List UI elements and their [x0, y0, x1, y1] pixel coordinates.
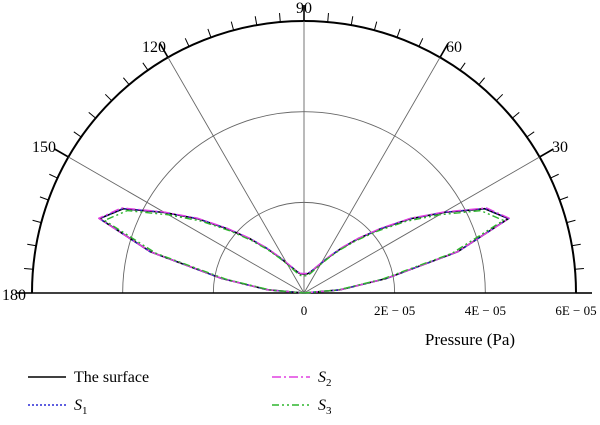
angle-tick — [559, 196, 569, 201]
angle-tick — [539, 148, 554, 158]
radial-gridline — [303, 156, 540, 294]
angle-tick — [459, 62, 466, 71]
angle-tick — [566, 219, 576, 224]
legend-label: S1 — [74, 397, 88, 417]
r-tick-label: 2E − 05 — [374, 303, 415, 318]
angle-tick — [230, 21, 235, 31]
angle-label: 150 — [32, 139, 56, 156]
angle-tick — [396, 28, 401, 38]
angle-label: 90 — [296, 0, 312, 17]
angle-tick — [39, 196, 49, 201]
angle-tick — [350, 16, 354, 26]
angle-tick — [512, 111, 520, 119]
r-tick-label: 0 — [301, 303, 308, 318]
angle-tick — [27, 243, 37, 247]
angle-tick — [122, 77, 130, 85]
r-tick-label: 6E − 05 — [555, 303, 596, 318]
angle-tick — [24, 268, 34, 270]
angle-tick — [49, 173, 58, 179]
radial-gridline — [303, 57, 441, 294]
angle-tick — [373, 21, 378, 31]
angle-tick — [142, 62, 149, 71]
polar-grid — [31, 20, 577, 294]
angle-tick — [418, 38, 424, 47]
series-line-s3 — [103, 209, 505, 294]
angle-tick — [184, 38, 190, 47]
angle-tick — [550, 173, 559, 179]
angle-tick — [327, 13, 329, 23]
angle-label: 60 — [446, 39, 462, 56]
angle-label: 30 — [552, 139, 568, 156]
legend-label: The surface — [74, 369, 149, 386]
legend-label: S3 — [318, 397, 332, 417]
data-series — [98, 207, 510, 294]
radial-gridline — [68, 156, 305, 294]
angle-tick — [88, 111, 96, 119]
angle-tick — [478, 77, 486, 85]
angle-tick — [574, 268, 584, 270]
axis-labels: 90 120 60 150 30 180 0 2E − 05 4E − 05 6E − 05 Pre… — [2, 0, 597, 349]
angle-tick — [279, 13, 281, 23]
radial-gridline — [167, 57, 305, 294]
angle-label: 180 — [2, 287, 26, 304]
angle-tick — [571, 243, 581, 247]
angle-tick — [526, 131, 535, 138]
angle-ticks — [16, 5, 592, 294]
legend: The surface S1 S2 S3 — [28, 369, 332, 417]
angle-label: 120 — [142, 39, 166, 56]
r-tick-label: 4E − 05 — [465, 303, 506, 318]
angle-tick — [104, 93, 113, 102]
angle-tick — [159, 43, 169, 58]
r-axis-title: Pressure (Pa) — [425, 330, 515, 349]
legend-label: S2 — [318, 369, 332, 389]
series-line-s2 — [98, 207, 510, 294]
angle-tick — [254, 16, 258, 26]
angle-tick — [32, 219, 42, 224]
angle-tick — [54, 148, 69, 158]
angle-tick — [495, 93, 504, 102]
angle-tick — [439, 43, 449, 58]
angle-tick — [73, 131, 82, 138]
angle-tick — [207, 28, 212, 38]
